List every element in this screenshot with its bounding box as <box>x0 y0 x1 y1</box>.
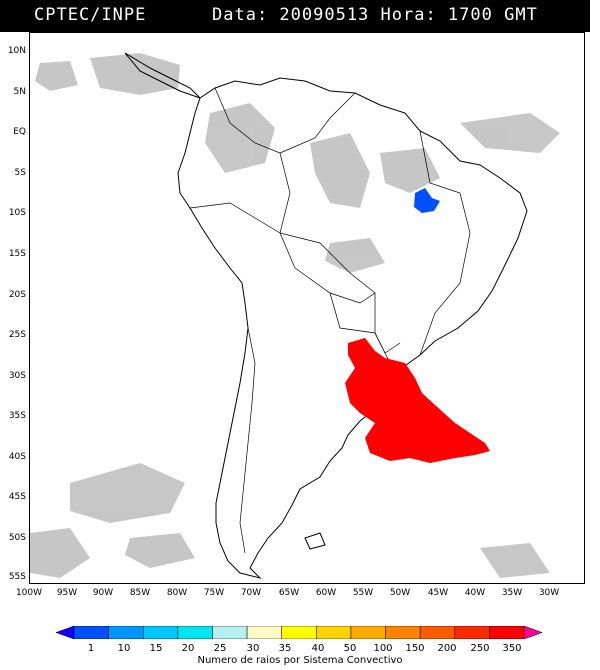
cloud-amazon-3 <box>380 148 440 193</box>
convective-system-south <box>345 338 490 463</box>
coastline <box>124 52 528 579</box>
legend-value-10: 10 <box>117 643 131 654</box>
lon-label-30w: 30W <box>538 588 560 598</box>
lon-label-100w: 100W <box>15 588 43 598</box>
legend-value-100: 100 <box>373 643 393 654</box>
map-frame <box>29 32 585 584</box>
legend-segment <box>316 626 352 639</box>
lat-label-55s: 55S <box>8 572 26 582</box>
cloud-pacific-north <box>35 61 78 91</box>
datetime-label: Data: 20090513 Hora: 1700 GMT <box>212 5 538 25</box>
lat-label-5n: 5N <box>13 87 26 97</box>
legend-segment <box>212 626 248 639</box>
cloud-amazon-2 <box>310 133 370 208</box>
lat-label-35s: 35S <box>8 411 26 421</box>
lat-label-20s: 20S <box>8 290 26 300</box>
lon-label-80w: 80W <box>166 588 188 598</box>
legend-segment <box>419 626 456 639</box>
legend-arrow-high <box>523 626 542 639</box>
legend-value-350: 350 <box>502 643 522 654</box>
cloud-andes-south <box>125 533 195 568</box>
lon-label-65w: 65W <box>278 588 300 598</box>
lat-label-5s: 5S <box>14 168 26 178</box>
legend-value-250: 250 <box>470 643 490 654</box>
south-america-coast <box>177 77 528 579</box>
border-brazil-west <box>279 152 376 294</box>
legend-value-1: 1 <box>87 643 95 654</box>
lat-label-15s: 15S <box>8 249 26 259</box>
lon-label-85w: 85W <box>129 588 151 598</box>
lat-label-45s: 45S <box>8 492 26 502</box>
legend-segment <box>454 626 490 639</box>
header-bar: CPTEC/INPE Data: 20090513 Hora: 1700 GMT <box>0 0 590 32</box>
lat-label-10n: 10N <box>7 46 26 56</box>
lon-label-40w: 40W <box>464 588 486 598</box>
border-peru <box>189 202 296 269</box>
lat-label-eq: EQ <box>13 127 26 137</box>
border-venezuela <box>279 92 356 154</box>
legend-segment <box>489 626 525 639</box>
cloud-patagonia-pac <box>70 463 185 523</box>
cloud-atlantic-ne <box>460 113 560 153</box>
lat-label-40s: 40S <box>8 452 26 462</box>
legend-segment <box>385 626 421 639</box>
legend-value-200: 200 <box>437 643 457 654</box>
lat-label-50s: 50S <box>8 533 26 543</box>
legend-value-25: 25 <box>213 643 227 654</box>
lon-label-75w: 75W <box>203 588 225 598</box>
legend-value-15: 15 <box>149 643 163 654</box>
cloud-amazon-1 <box>205 103 275 173</box>
cloud-atlantic-se <box>480 543 550 578</box>
legend-value-20: 20 <box>181 643 195 654</box>
cloud-pacific-sw <box>30 528 90 578</box>
convective-system-north <box>414 188 440 213</box>
lon-label-50w: 50W <box>389 588 411 598</box>
lon-label-90w: 90W <box>92 588 114 598</box>
border-chile-arg <box>239 327 256 554</box>
lon-label-60w: 60W <box>315 588 337 598</box>
map-canvas <box>30 52 560 579</box>
source-label: CPTEC/INPE <box>34 5 147 25</box>
legend-title: Numero de raios por Sistema Convectivo <box>197 655 403 666</box>
legend-segment <box>246 626 282 639</box>
legend-value-50: 50 <box>343 643 357 654</box>
legend-colorbar <box>56 626 542 639</box>
legend-value-150: 150 <box>405 643 425 654</box>
border-brazil-states <box>419 130 471 356</box>
legend-segment <box>108 626 144 639</box>
legend-segment <box>142 626 179 639</box>
legend-arrow-low <box>56 626 75 639</box>
falklands <box>304 532 326 550</box>
legend-value-40: 40 <box>311 643 325 654</box>
legend-segment <box>177 626 213 639</box>
lon-label-70w: 70W <box>240 588 262 598</box>
legend-value-35: 35 <box>278 643 292 654</box>
lat-label-10s: 10S <box>8 208 26 218</box>
legend-value-30: 30 <box>246 643 260 654</box>
color-legend <box>56 626 542 639</box>
cloud-central <box>325 238 385 273</box>
border-colombia <box>214 87 281 154</box>
lon-label-55w: 55W <box>352 588 374 598</box>
lon-label-45w: 45W <box>427 588 449 598</box>
lat-label-30s: 30S <box>8 371 26 381</box>
border-bolivia <box>294 267 376 333</box>
central-america-coast <box>124 52 201 99</box>
cloud-fields <box>30 53 560 578</box>
lon-label-35w: 35W <box>501 588 523 598</box>
legend-segment <box>350 626 386 639</box>
legend-segment <box>281 626 317 639</box>
legend-segment <box>73 626 109 639</box>
lon-label-95w: 95W <box>56 588 78 598</box>
lat-label-25s: 25S <box>8 330 26 340</box>
cloud-caribbean <box>90 53 180 95</box>
